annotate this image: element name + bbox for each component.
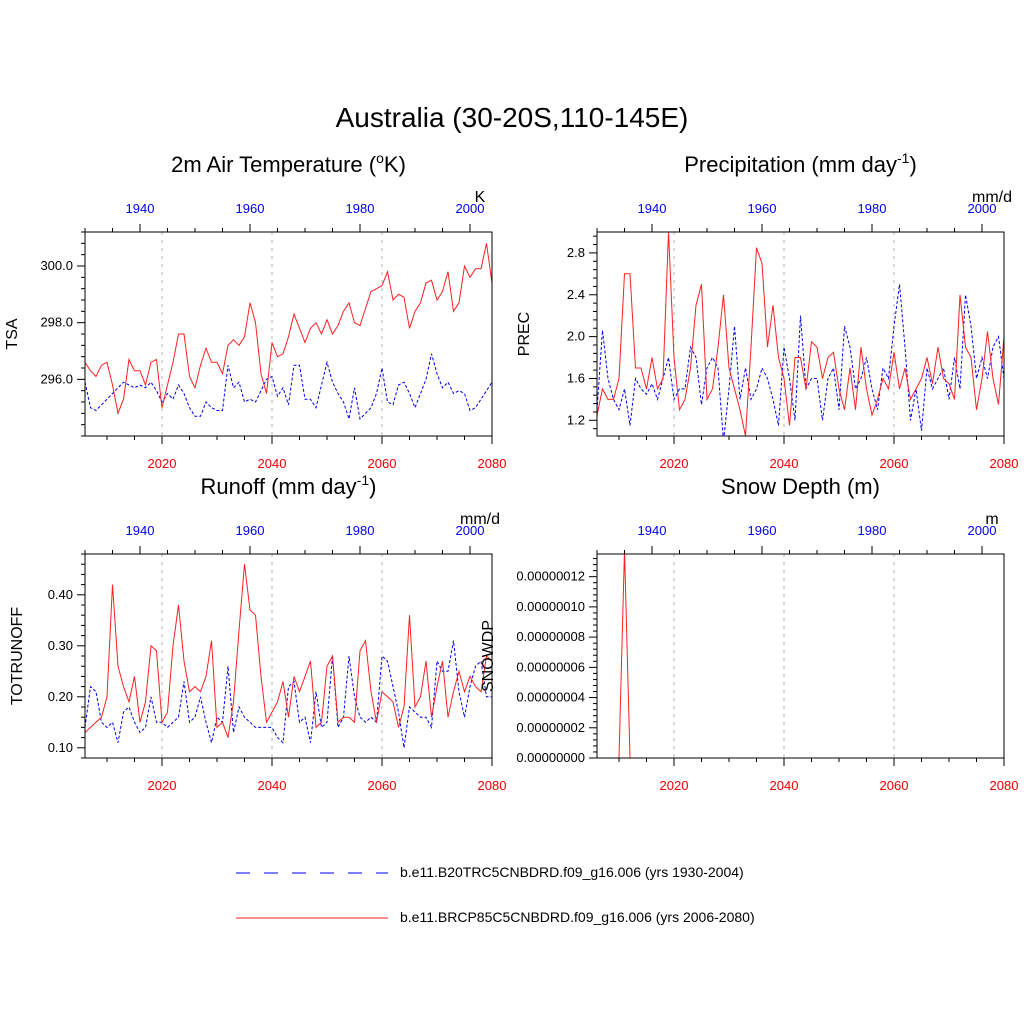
- y-axis-label: TOTRUNOFF: [9, 607, 26, 706]
- top-x-tick-label: 1940: [126, 523, 155, 538]
- x-tick-label: 2040: [258, 778, 287, 793]
- panel-prec: Precipitation (mm day-1) mm/d PREC 2020 2040…: [516, 150, 1018, 471]
- y-tick-label: 0.00000004: [516, 690, 585, 705]
- units-label: mm/d: [972, 189, 1012, 206]
- panel-snowdp: Snow Depth (m) m SNOWDP 2020 2040 2060 2080 194…: [480, 474, 1018, 793]
- x-tick-label: 2060: [368, 778, 397, 793]
- series-group: [618, 554, 631, 758]
- y-tick-label: 296.0: [40, 371, 73, 386]
- x-tick-label: 2040: [770, 456, 799, 471]
- legend: b.e11.B20TRC5CNBDRD.f09_g16.006 (yrs 193…: [236, 864, 755, 925]
- plot-frame: [84, 231, 493, 437]
- top-x-tick-label: 2000: [456, 201, 485, 216]
- panels: 2m Air Temperature (oK) K TSA 2020 2040 2060 2…: [4, 150, 1018, 793]
- y-tick-label: 0.00000010: [516, 599, 585, 614]
- panel-title-main: Snow Depth (m): [721, 474, 880, 499]
- top-x-tick-label: 1960: [748, 201, 777, 216]
- series-line-historical: [597, 284, 1004, 436]
- panel-title-end: ): [369, 474, 376, 499]
- x-tick-label: 2080: [990, 778, 1019, 793]
- plot-frame: [596, 553, 1005, 759]
- top-x-tick-label: 1980: [346, 201, 375, 216]
- legend-label-0: b.e11.B20TRC5CNBDRD.f09_g16.006 (yrs 193…: [400, 864, 744, 880]
- top-x-tick-label: 1940: [638, 523, 667, 538]
- series-group: [597, 232, 1004, 436]
- y-tick-label: 1.6: [567, 370, 585, 385]
- x-tick-label: 2080: [990, 456, 1019, 471]
- x-tick-label: 2040: [258, 456, 287, 471]
- y-tick-label: 0.00000002: [516, 720, 585, 735]
- series-group: [85, 564, 492, 748]
- panel-title: Precipitation (mm day-1): [684, 150, 917, 177]
- panel-tsa: 2m Air Temperature (oK) K TSA 2020 2040 2060 2…: [4, 150, 506, 471]
- panel-title-sup: -1: [897, 150, 910, 166]
- units-label: K: [475, 189, 486, 206]
- panel-title-main: Runoff (mm day: [201, 474, 357, 499]
- y-tick-label: 0.00000000: [516, 750, 585, 765]
- y-tick-label: 2.0: [567, 329, 585, 344]
- x-tick-label: 2080: [478, 456, 507, 471]
- y-tick-label: 0.10: [48, 740, 73, 755]
- x-tick-label: 2020: [148, 456, 177, 471]
- top-x-tick-label: 2000: [968, 523, 997, 538]
- top-x-tick-label: 2000: [968, 201, 997, 216]
- plot-frame: [596, 231, 1005, 437]
- y-axis-label: PREC: [516, 312, 533, 356]
- y-tick-label: 0.00000012: [516, 569, 585, 584]
- panel-title: Runoff (mm day-1): [201, 472, 377, 499]
- units-label: mm/d: [460, 511, 500, 528]
- x-tick-label: 2060: [880, 778, 909, 793]
- y-axis-label: SNOWDP: [480, 620, 497, 692]
- y-axis-label: TSA: [4, 318, 21, 349]
- series-line-historical: [85, 353, 492, 421]
- top-x-tick-label: 1960: [748, 523, 777, 538]
- series-group: [85, 243, 492, 421]
- panel-title: 2m Air Temperature (oK): [171, 150, 406, 177]
- top-x-tick-label: 1980: [858, 523, 887, 538]
- panel-title-sup: -1: [357, 472, 370, 488]
- x-tick-label: 2060: [880, 456, 909, 471]
- panel-title: Snow Depth (m): [721, 474, 880, 499]
- top-x-tick-label: 1940: [638, 201, 667, 216]
- y-tick-label: 0.00000006: [516, 659, 585, 674]
- x-tick-label: 2020: [660, 778, 689, 793]
- panel-title-sup: o: [376, 150, 384, 166]
- series-line-rcp85: [85, 564, 492, 738]
- series-line-rcp85: [85, 243, 492, 416]
- x-tick-label: 2040: [770, 778, 799, 793]
- panel-title-main: 2m Air Temperature (: [171, 152, 377, 177]
- y-tick-label: 1.2: [567, 412, 585, 427]
- top-x-tick-label: 1960: [236, 523, 265, 538]
- panel-title-end: ): [909, 152, 916, 177]
- legend-label-1: b.e11.BRCP85C5CNBDRD.f09_g16.006 (yrs 20…: [400, 909, 755, 925]
- top-x-tick-label: 1940: [126, 201, 155, 216]
- y-tick-label: 2.4: [567, 287, 585, 302]
- y-tick-label: 300.0: [40, 258, 73, 273]
- top-x-tick-label: 1980: [858, 201, 887, 216]
- y-tick-label: 0.30: [48, 638, 73, 653]
- series-line-rcp85: [597, 232, 1004, 436]
- x-tick-label: 2020: [148, 778, 177, 793]
- y-tick-label: 0.00000008: [516, 629, 585, 644]
- top-x-tick-label: 1980: [346, 523, 375, 538]
- y-tick-label: 0.40: [48, 587, 73, 602]
- panel-totrunoff: Runoff (mm day-1) mm/d TOTRUNOFF 2020 2040 20…: [9, 472, 506, 793]
- panel-title-main: Precipitation (mm day: [684, 152, 897, 177]
- y-tick-label: 0.20: [48, 689, 73, 704]
- x-tick-label: 2020: [660, 456, 689, 471]
- x-tick-label: 2060: [368, 456, 397, 471]
- units-label: m: [985, 511, 998, 528]
- panel-title-end: K): [384, 152, 406, 177]
- y-tick-label: 298.0: [40, 315, 73, 330]
- figure-title: Australia (30-20S,110-145E): [336, 102, 689, 133]
- x-tick-label: 2080: [478, 778, 507, 793]
- top-x-tick-label: 1960: [236, 201, 265, 216]
- top-x-tick-label: 2000: [456, 523, 485, 538]
- series-line-rcp85: [618, 554, 631, 758]
- y-tick-label: 2.8: [567, 245, 585, 260]
